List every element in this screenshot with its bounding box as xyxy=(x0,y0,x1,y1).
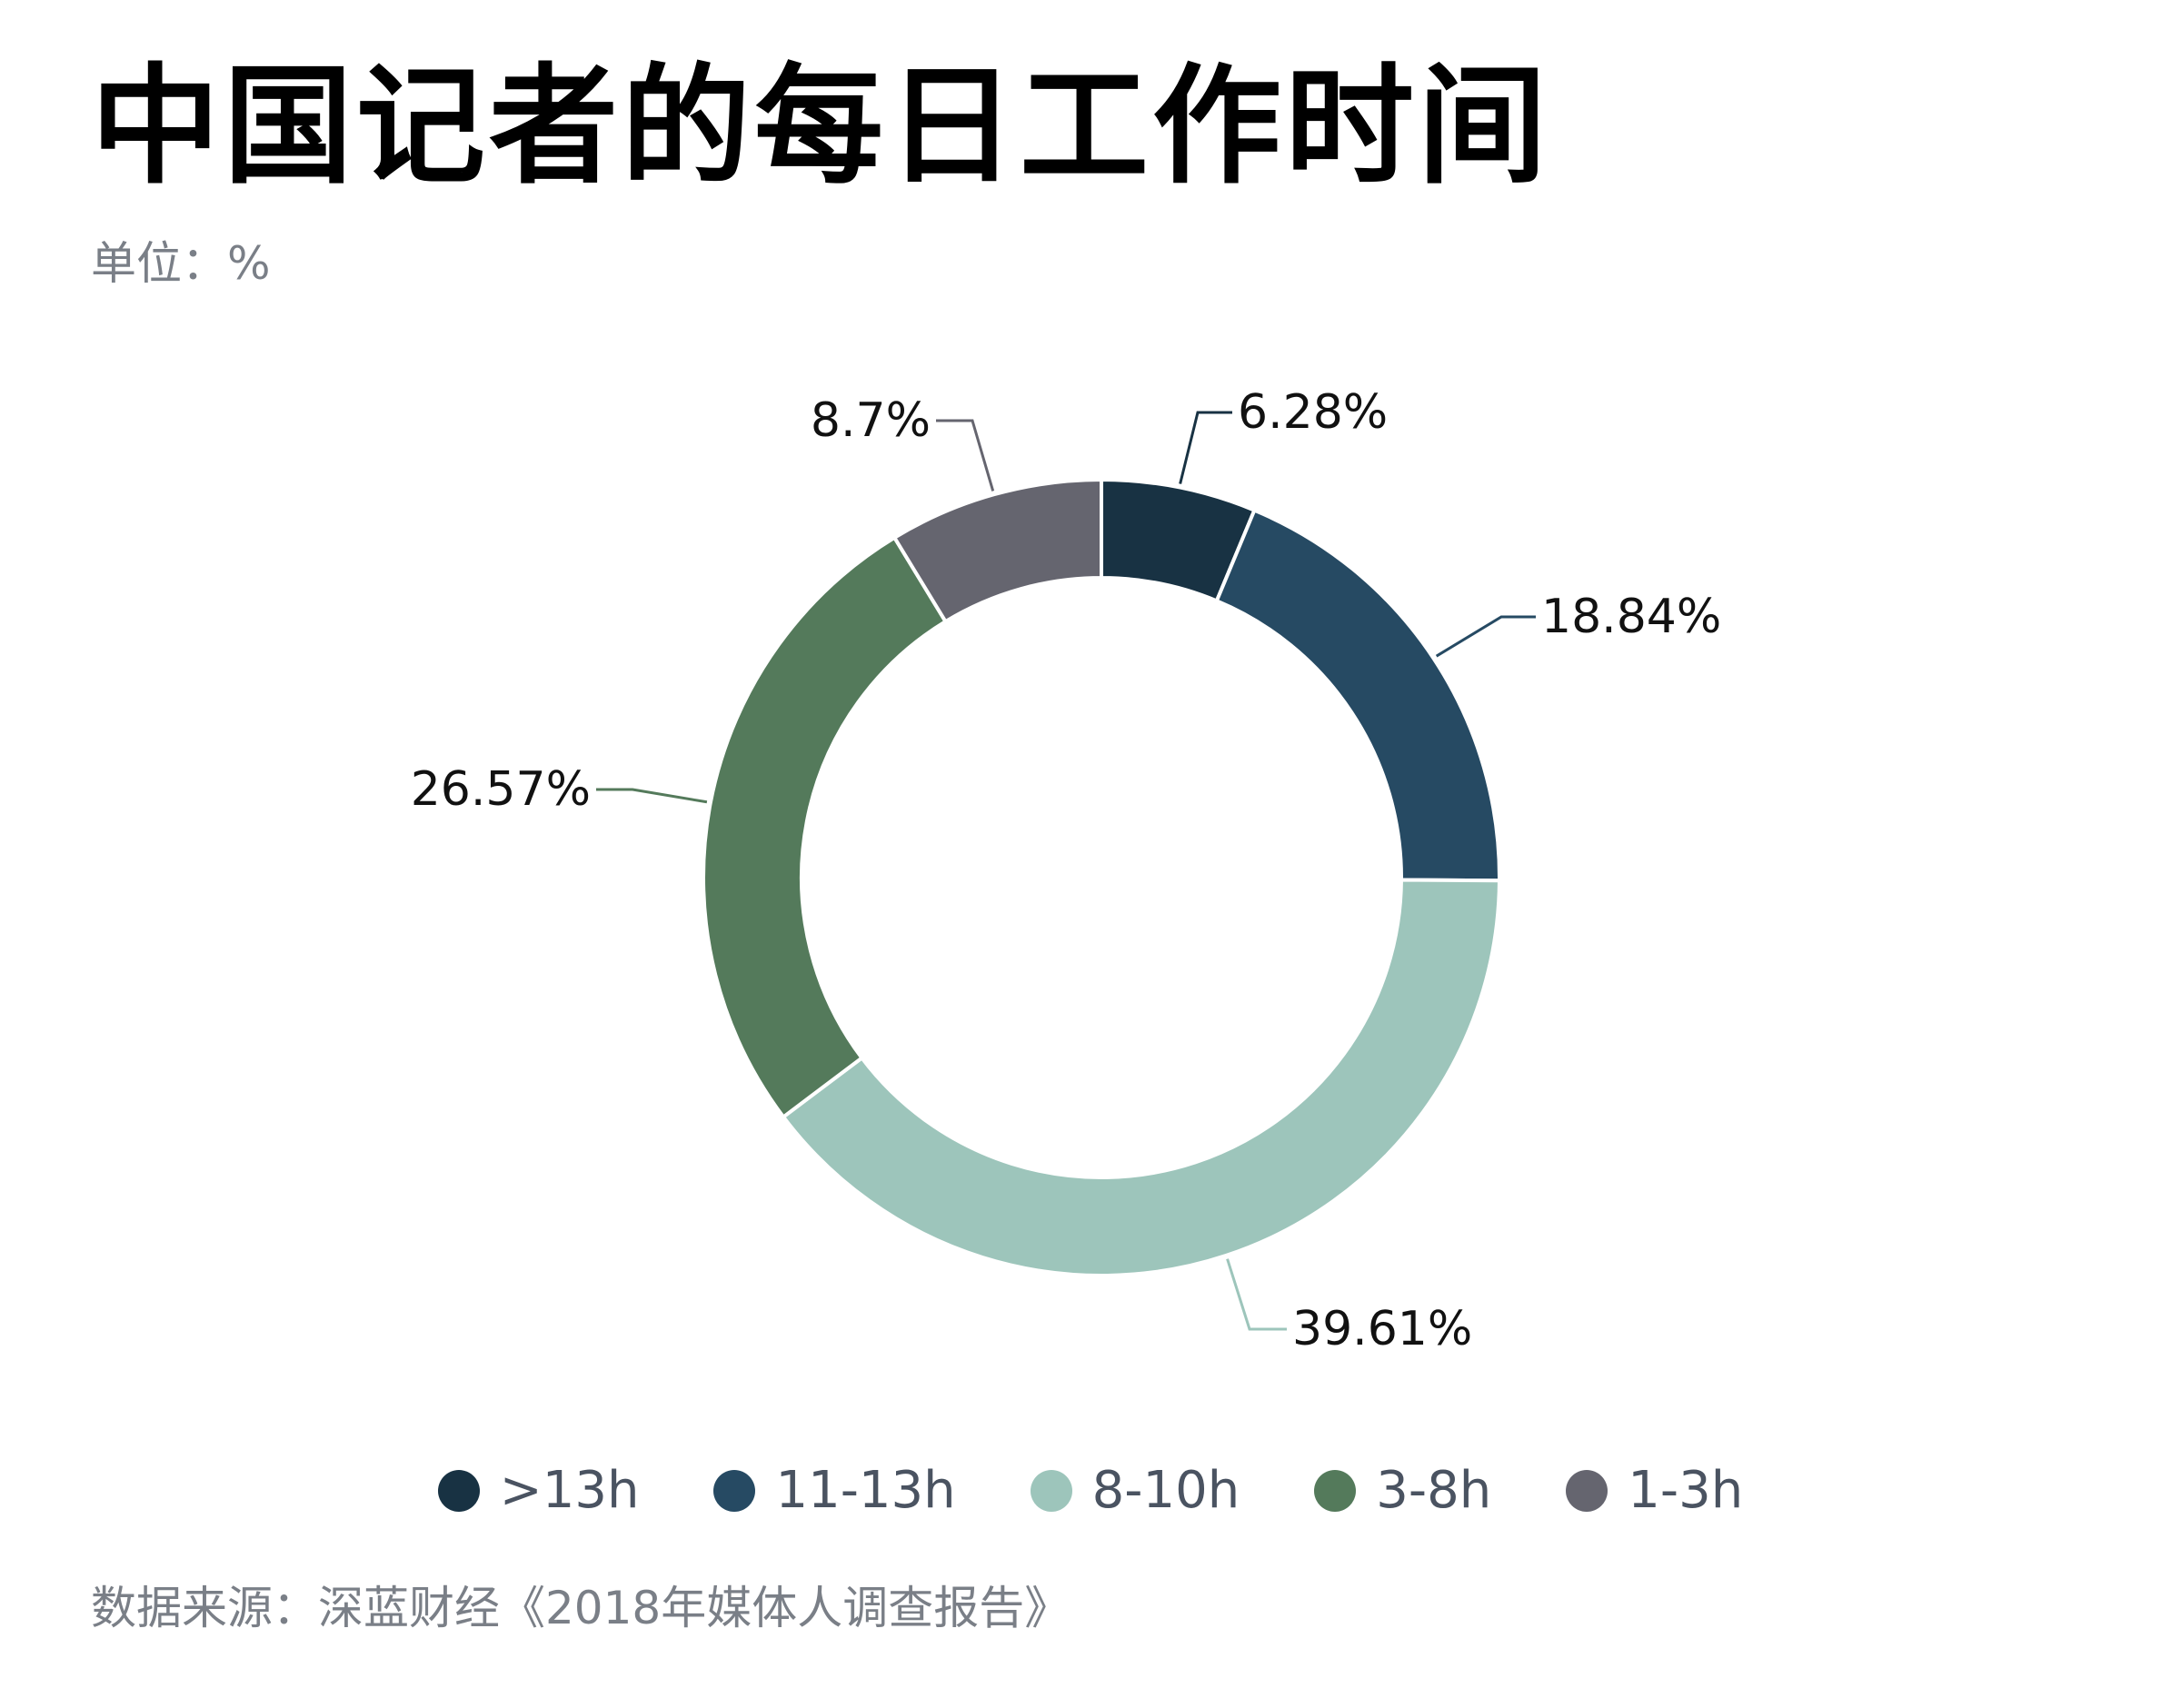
data-label-8-10h: 39.61% xyxy=(1292,1302,1472,1356)
legend-item-3-8h[interactable]: 3-8h xyxy=(1314,1461,1491,1520)
legend-swatch xyxy=(437,1469,480,1512)
data-label-11-13h: 18.84% xyxy=(1541,590,1721,644)
chart-legend: >13h 11-13h 8-10h 3-8h 1-3h xyxy=(0,1461,2181,1520)
legend-label: >13h xyxy=(499,1461,640,1520)
slice-1-3h[interactable] xyxy=(892,478,1103,624)
leader-line-3-8h xyxy=(596,788,708,804)
leader-line-8-10h xyxy=(1226,1258,1287,1331)
leader-line-1-3h xyxy=(936,419,995,492)
donut-slices xyxy=(702,478,1501,1277)
legend-item-11-13h[interactable]: 11-13h xyxy=(713,1461,956,1520)
legend-swatch xyxy=(1566,1469,1608,1512)
legend-label: 11-13h xyxy=(775,1461,956,1520)
slice-11-13h[interactable] xyxy=(1214,508,1501,883)
legend-item-over-13h[interactable]: >13h xyxy=(437,1461,640,1520)
leader-lines xyxy=(596,411,1536,1331)
slice-labels: 6.28% 18.84% 39.61% 26.57% 8.7% xyxy=(411,385,1722,1356)
donut-chart: 6.28% 18.84% 39.61% 26.57% 8.7% xyxy=(411,385,1722,1356)
legend-item-1-3h[interactable]: 1-3h xyxy=(1566,1461,1743,1520)
slice-3-8h[interactable] xyxy=(702,535,948,1119)
slice-8-10h[interactable] xyxy=(782,878,1501,1277)
chart-title: 中国记者的每日工作时间 xyxy=(91,52,1550,202)
legend-swatch xyxy=(1030,1469,1072,1512)
leader-line-over-13h xyxy=(1179,411,1232,484)
legend-label: 8-10h xyxy=(1091,1461,1240,1520)
data-label-1-3h: 8.7% xyxy=(811,393,931,448)
legend-swatch xyxy=(1314,1469,1357,1512)
legend-item-8-10h[interactable]: 8-10h xyxy=(1030,1461,1240,1520)
unit-label: 单位：% xyxy=(91,237,271,290)
data-label-3-8h: 26.57% xyxy=(411,762,591,817)
legend-swatch xyxy=(713,1469,756,1512)
leader-line-11-13h xyxy=(1435,615,1536,658)
legend-label: 1-3h xyxy=(1628,1461,1744,1520)
data-label-over-13h: 6.28% xyxy=(1238,385,1388,440)
data-source: 数据来源：深蓝财经《2018年媒体人调查报告》 xyxy=(91,1582,1071,1634)
legend-label: 3-8h xyxy=(1376,1461,1492,1520)
